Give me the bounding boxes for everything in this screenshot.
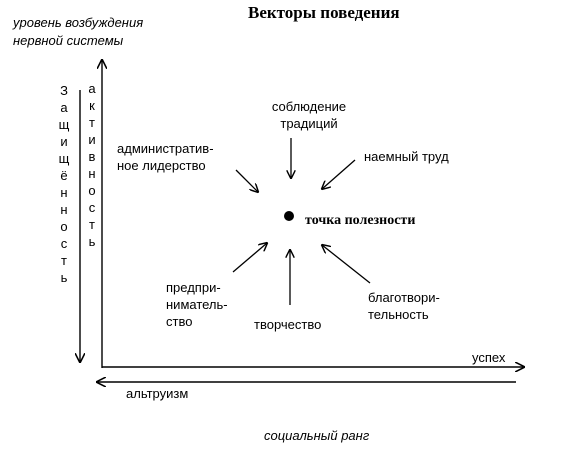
charity-label-line2: тельность [368, 307, 429, 322]
admin-label-line1: административ- [117, 141, 214, 156]
protection-axis-letter: ь [60, 270, 68, 285]
charity-label-line1: благотвори- [368, 290, 440, 305]
protection-axis-letter: с [60, 236, 68, 251]
protection-axis-letter: З [60, 83, 68, 98]
charity-label: благотвори- тельность [368, 289, 440, 323]
protection-axis-letter: н [60, 185, 68, 200]
creativity-label: творчество [254, 317, 322, 332]
activity-axis-letter: т [89, 115, 95, 130]
y-axis-label-line1: уровень возбуждения [13, 15, 144, 30]
hired-label: наемный труд [364, 149, 449, 164]
protection-axis-letter: щ [58, 151, 70, 166]
success-label: успех [472, 350, 506, 365]
admin-label-line2: ное лидерство [117, 158, 206, 173]
protection-axis-letter: и [60, 134, 68, 149]
protection-axis-letter: т [61, 253, 67, 268]
activity-axis-letter: ь [88, 234, 96, 249]
admin-arrow [235, 169, 258, 192]
entrepreneur-label: предпри- ниматель- ство [166, 279, 228, 330]
charity-arrow [322, 245, 371, 284]
traditions-label-line1: соблюдение [271, 99, 347, 114]
admin-label: административ- ное лидерство [117, 140, 214, 174]
x-axis-label: социальный ранг [264, 428, 370, 443]
activity-axis-letter: н [88, 166, 96, 181]
activity-axis-letter: и [88, 132, 96, 147]
entrepreneur-label-line3: ство [166, 314, 193, 329]
hired-arrow [322, 159, 356, 189]
y-axis-label: уровень возбуждения нервной системы [13, 14, 143, 50]
usefulness-point-label: точка полезности [305, 213, 416, 228]
activity-axis-letter: а [88, 81, 96, 96]
protection-axis-letter: а [60, 100, 68, 115]
altruism-label: альтруизм [126, 386, 189, 401]
protection-axis-letter: н [60, 202, 68, 217]
traditions-label: соблюдение традиций [262, 98, 356, 132]
protection-axis-letter: о [60, 219, 68, 234]
entrepreneur-label-line1: предпри- [166, 280, 221, 295]
activity-axis-letter: с [88, 200, 96, 215]
activity-axis-letter: к [89, 98, 95, 113]
activity-axis-letter: в [88, 149, 96, 164]
traditions-label-line2: традиций [280, 116, 338, 131]
protection-axis-letter: ё [60, 168, 68, 183]
entrepreneur-label-line2: ниматель- [166, 297, 228, 312]
activity-axis-letter: т [89, 217, 95, 232]
protection-axis-letter: щ [58, 117, 70, 132]
usefulness-point [284, 211, 294, 221]
diagram-title: Векторы поведения [248, 3, 400, 22]
activity-axis-letter: о [88, 183, 96, 198]
entrepreneur-arrow [232, 243, 267, 273]
y-axis-label-line2: нервной системы [13, 33, 124, 48]
